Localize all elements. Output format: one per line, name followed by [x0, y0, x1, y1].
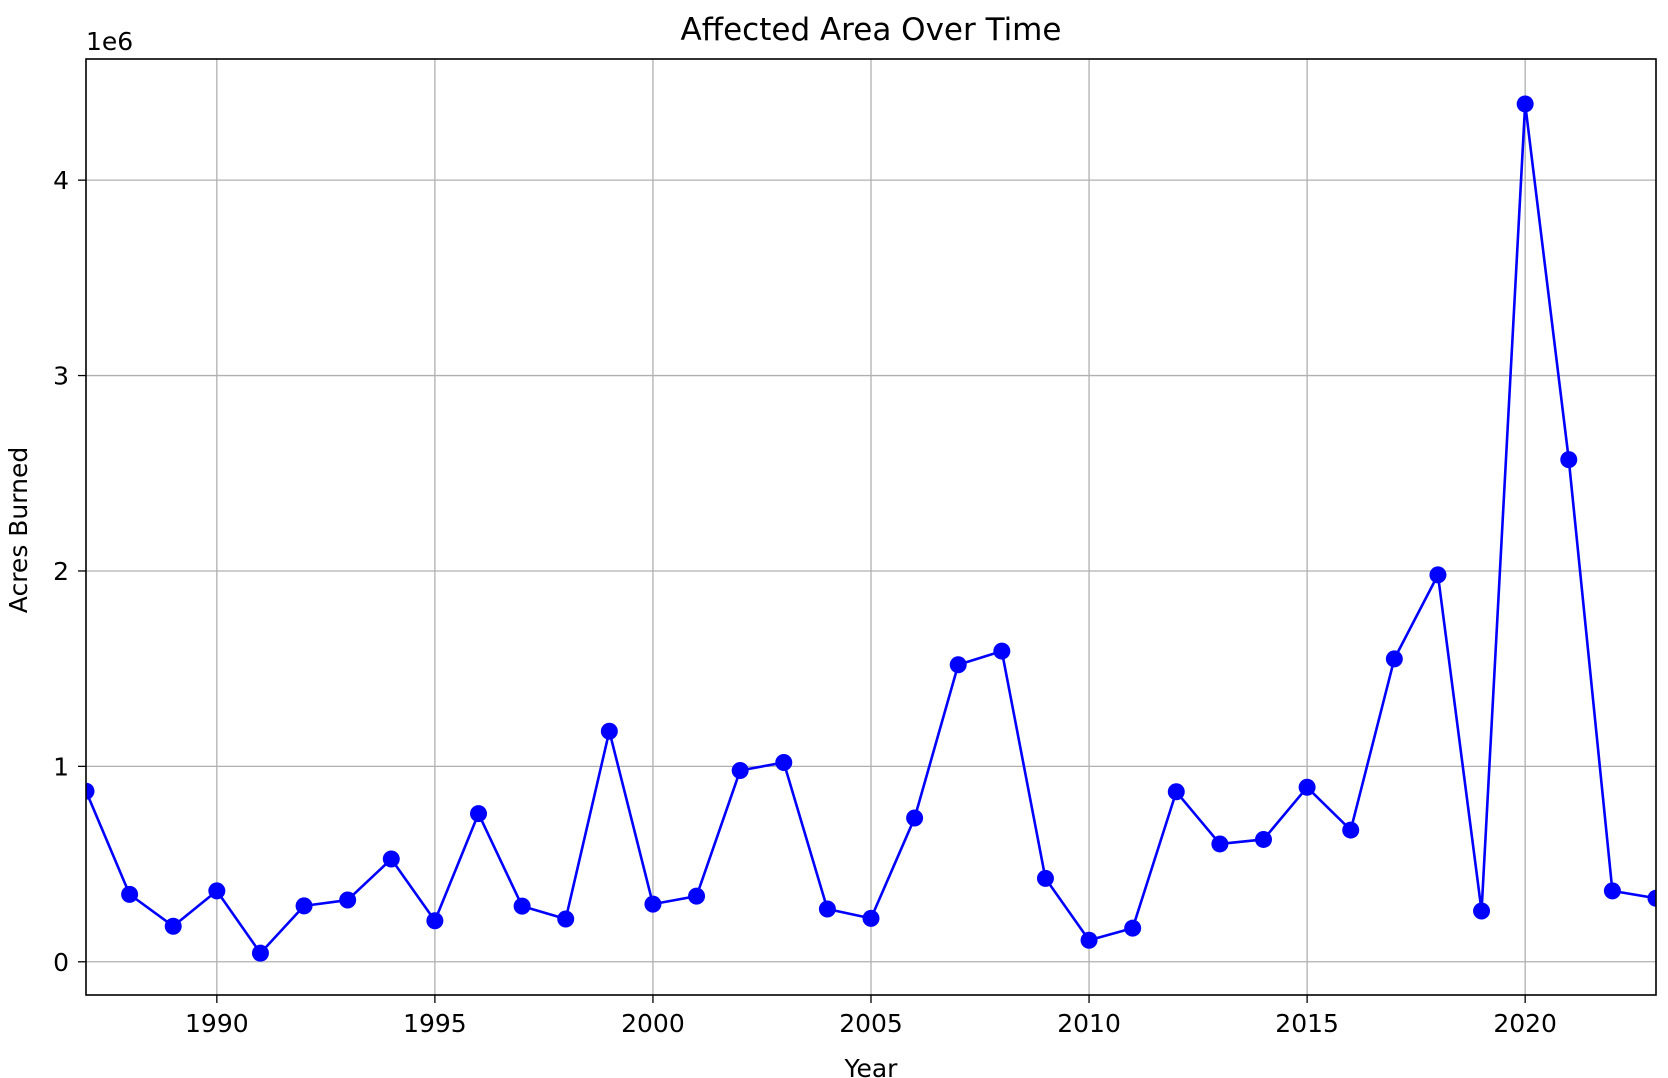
grid — [86, 59, 1656, 995]
data-point-marker — [557, 910, 575, 928]
data-point-marker — [600, 722, 618, 740]
data-point-marker — [1516, 95, 1534, 113]
data-point-marker — [251, 944, 269, 962]
data-point-marker — [949, 656, 967, 674]
data-point-marker — [1211, 835, 1229, 853]
x-axis-label: Year — [844, 1054, 899, 1078]
data-point-marker — [1473, 902, 1491, 920]
data-point-marker — [1342, 821, 1360, 839]
x-tick-label: 2010 — [1057, 1009, 1121, 1038]
data-point-marker — [164, 917, 182, 935]
data-point-marker — [208, 882, 226, 900]
data-point-marker — [1080, 931, 1098, 949]
data-point-marker — [295, 897, 313, 915]
data-point-marker — [818, 900, 836, 918]
data-point-marker — [1603, 882, 1621, 900]
x-tick-label: 1995 — [403, 1009, 467, 1038]
data-point-marker — [1167, 783, 1185, 801]
data-point-marker — [688, 887, 706, 905]
x-tick-label: 2000 — [621, 1009, 685, 1038]
data-point-marker — [1385, 650, 1403, 668]
data-point-marker — [731, 761, 749, 779]
x-tick-label: 1990 — [185, 1009, 249, 1038]
data-point-marker — [906, 809, 924, 827]
chart-title: Affected Area Over Time — [681, 12, 1062, 48]
data-point-marker — [470, 805, 487, 823]
series-layer — [86, 95, 1656, 962]
data-point-marker — [339, 891, 357, 909]
data-point-marker — [1429, 566, 1447, 584]
data-point-marker — [1255, 830, 1272, 848]
data-point-marker — [993, 642, 1011, 660]
y-tick-label: 4 — [53, 166, 69, 195]
y-axis-label: Acres Burned — [4, 447, 33, 613]
data-point-marker — [86, 782, 95, 800]
x-tick-label: 2020 — [1493, 1009, 1557, 1038]
x-tick-label: 2005 — [839, 1009, 903, 1038]
axis-ticks: 1990 1995 2000 2005 2010 2015 2020 0 1 2 3 4 — [53, 166, 1557, 1038]
series-group — [86, 95, 1656, 962]
x-tick-label: 2015 — [1275, 1009, 1339, 1038]
data-point-marker — [382, 850, 400, 868]
data-point-marker — [426, 912, 444, 930]
data-point-marker — [1560, 451, 1578, 469]
y-axis-offset-label: 1e6 — [86, 27, 133, 56]
y-tick-label: 0 — [53, 948, 69, 977]
data-point-marker — [775, 753, 793, 771]
data-point-marker — [513, 897, 531, 915]
y-tick-label: 2 — [53, 557, 69, 586]
data-point-marker — [1124, 919, 1142, 937]
data-point-marker — [644, 895, 662, 913]
data-point-marker — [862, 909, 880, 927]
data-point-marker — [1298, 778, 1316, 796]
y-tick-label: 3 — [53, 362, 69, 391]
data-point-marker — [1647, 889, 1656, 907]
data-point-marker — [121, 885, 139, 903]
y-tick-label: 1 — [53, 752, 69, 781]
data-point-marker — [1036, 869, 1054, 887]
